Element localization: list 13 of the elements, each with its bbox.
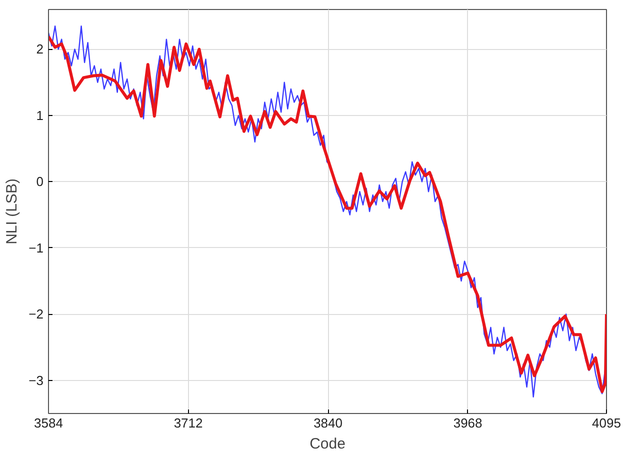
y-tick-label: −3 bbox=[28, 372, 44, 388]
x-axis-title: Code bbox=[310, 436, 346, 452]
x-tick-label: 3968 bbox=[453, 416, 482, 430]
y-tick-label: −1 bbox=[28, 240, 44, 256]
x-tick-label: 4095 bbox=[592, 416, 621, 430]
y-tick-label: 2 bbox=[36, 42, 44, 57]
y-tick-label: 0 bbox=[36, 174, 44, 190]
x-tick-label: 3584 bbox=[34, 416, 63, 430]
y-tick-label: −2 bbox=[28, 306, 44, 322]
y-tick-label: 1 bbox=[36, 108, 44, 123]
x-tick-label: 3712 bbox=[174, 416, 203, 430]
x-tick-label: 3840 bbox=[314, 416, 343, 430]
y-axis-title: NLI (LSB) bbox=[4, 178, 21, 244]
